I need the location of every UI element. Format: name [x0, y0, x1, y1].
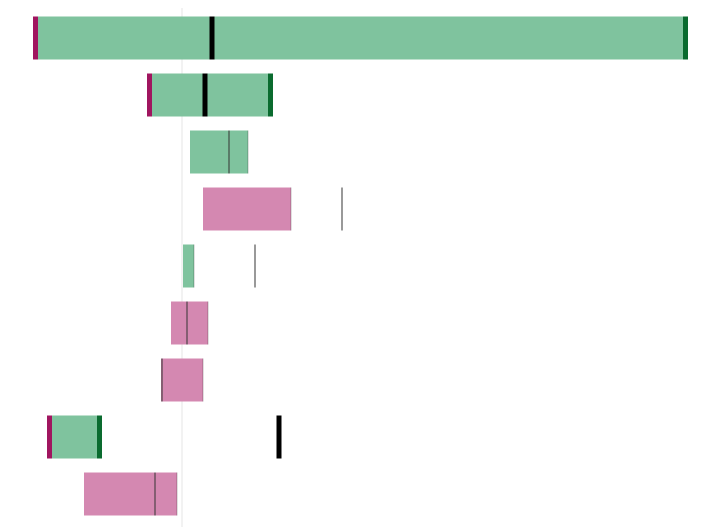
start-cap: [47, 415, 52, 459]
end-cap: [683, 16, 688, 60]
range-bar: [47, 415, 102, 459]
range-bar: [183, 244, 194, 288]
marker: [202, 73, 208, 117]
range-bar: [171, 301, 208, 345]
range-bar: [203, 187, 291, 231]
end-cap: [97, 415, 102, 459]
range-bar: [190, 130, 248, 174]
start-cap: [33, 16, 38, 60]
marker: [209, 16, 215, 60]
range-bar: [84, 472, 177, 516]
range-bar: [147, 73, 273, 117]
end-cap: [268, 73, 273, 117]
range-bar: [33, 16, 688, 60]
start-cap: [147, 73, 152, 117]
range-bar: [161, 358, 203, 402]
marker: [276, 415, 282, 459]
